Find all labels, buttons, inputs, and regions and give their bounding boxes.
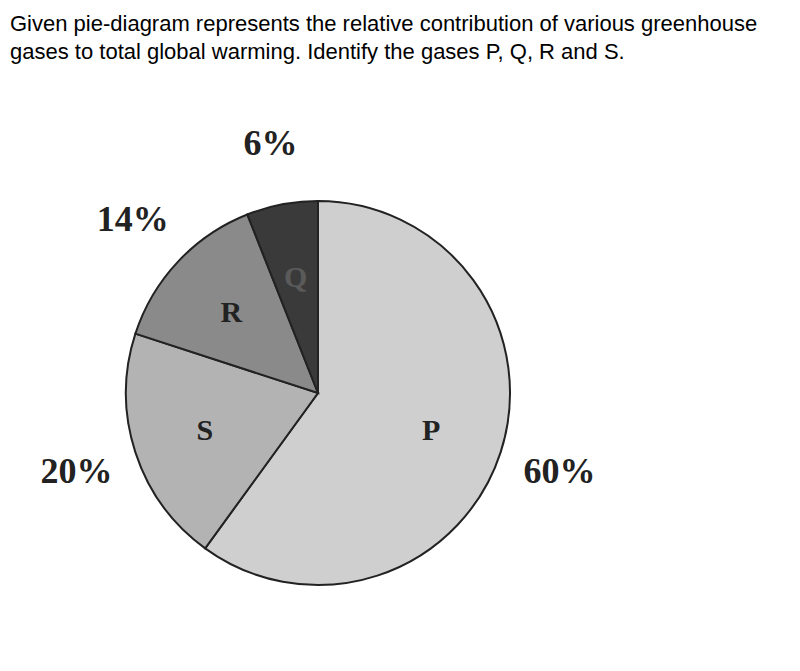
- svg-text:Q: Q: [284, 260, 307, 293]
- svg-text:S: S: [196, 413, 213, 446]
- svg-text:R: R: [220, 295, 242, 328]
- svg-text:P: P: [422, 413, 440, 446]
- svg-text:14%: 14%: [97, 199, 169, 239]
- svg-text:6%: 6%: [243, 123, 297, 163]
- svg-text:20%: 20%: [40, 451, 112, 491]
- html-text:Given pie-diagram represents t: Given pie-diagram represents the relativ…: [10, 11, 758, 64]
- svg-text:60%: 60%: [524, 451, 596, 491]
